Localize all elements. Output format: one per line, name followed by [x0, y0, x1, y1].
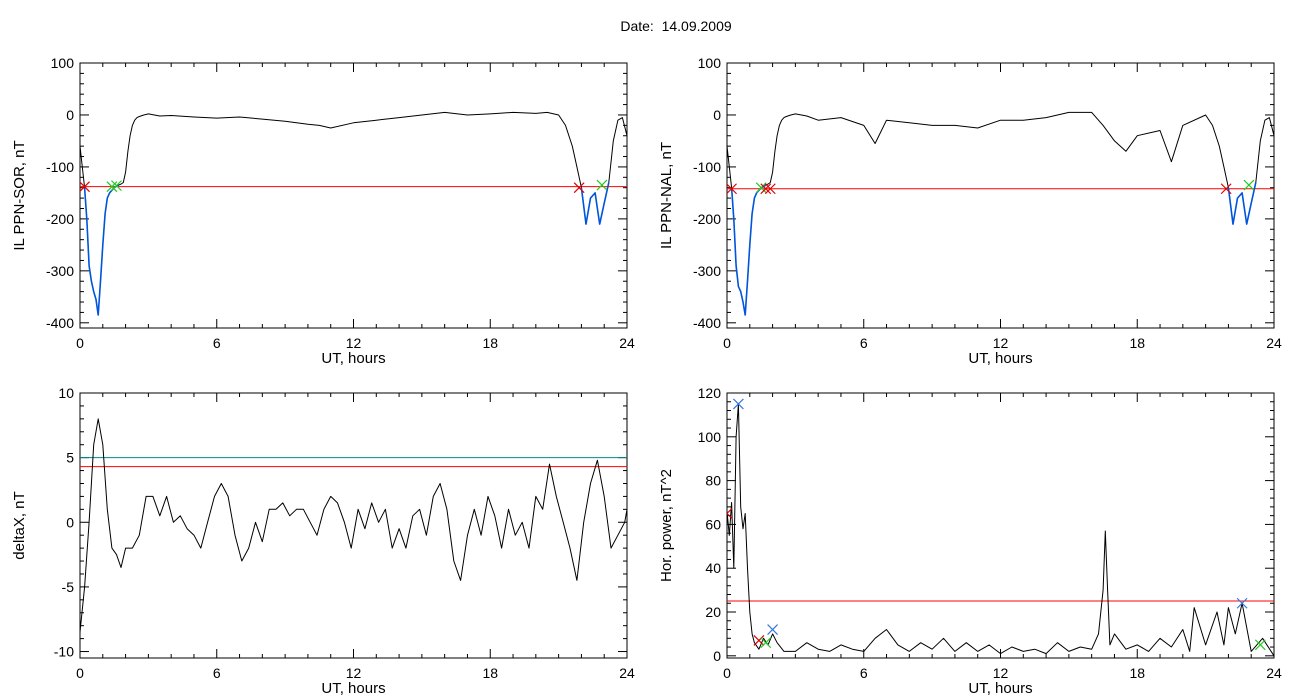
x-tick-label: 6	[213, 665, 221, 681]
marker-peak	[767, 624, 779, 635]
x-tick-label: 12	[993, 335, 1009, 351]
y-tick-label: 40	[705, 560, 721, 576]
x-axis-label: UT, hours	[968, 350, 1032, 367]
x-tick-label: 18	[482, 665, 498, 681]
figure-title: Date: 14.09.2009	[0, 18, 1300, 34]
plot-area	[80, 111, 627, 316]
y-tick-label: -10	[54, 644, 74, 660]
marker-cross_start	[753, 635, 765, 646]
marker-cross_start	[1220, 183, 1232, 195]
plot-frame	[79, 62, 628, 329]
y-tick-label: 80	[705, 473, 721, 489]
series-line-main-1	[80, 111, 627, 316]
y-tick-label: -400	[46, 315, 74, 331]
y-tick-label: 20	[705, 604, 721, 620]
x-axis-label: UT, hours	[968, 680, 1032, 697]
y-tick-label: 100	[51, 55, 75, 71]
y-tick-label: 0	[713, 648, 721, 664]
marker-peak	[1236, 597, 1248, 609]
plot-area	[727, 398, 1274, 657]
x-tick-label: 0	[723, 335, 731, 351]
y-tick-label: -100	[693, 159, 721, 175]
x-tick-label: 18	[1129, 665, 1145, 681]
x-axis-label: UT, hours	[321, 350, 385, 367]
y-tick-label: 100	[698, 55, 722, 71]
marker-cross_end	[111, 180, 122, 192]
y-tick-label: -100	[46, 159, 74, 175]
plot-area	[727, 111, 1274, 316]
x-tick-label: 0	[723, 665, 731, 681]
y-tick-label: 120	[698, 385, 722, 401]
plot-area	[80, 418, 627, 633]
marker-cross_start	[760, 183, 772, 195]
x-tick-label: 12	[346, 665, 362, 681]
y-tick-label: -300	[46, 263, 74, 279]
y-tick-label: 60	[705, 516, 721, 532]
marker-cross_start	[573, 182, 585, 194]
series-line-main-1	[80, 418, 627, 633]
y-tick-label: 5	[66, 450, 74, 466]
y-tick-label: 10	[58, 385, 74, 401]
x-tick-label: 18	[482, 335, 498, 351]
series-line-event-3	[1227, 182, 1257, 225]
plot-frame	[79, 392, 628, 659]
x-tick-label: 0	[76, 665, 84, 681]
series-line-main-1	[727, 111, 1274, 316]
chart-panel-3: 0 6 12 18 24 -10 -5 0 5 10 UT, hours deltaX, nT	[11, 385, 635, 697]
series-line-event-3	[580, 182, 610, 225]
y-tick-label: 100	[698, 429, 722, 445]
y-tick-label: -400	[693, 315, 721, 331]
x-tick-label: 12	[993, 665, 1009, 681]
x-tick-label: 24	[619, 665, 635, 681]
marker-cross_start	[764, 183, 776, 195]
chart-panel-1: 0 6 12 18 24 -400 -300 -200 -100 0 100 UT, hours IL …	[11, 55, 635, 367]
x-tick-label: 6	[213, 335, 221, 351]
x-tick-label: 0	[76, 335, 84, 351]
plot-frame	[726, 392, 1275, 659]
y-axis-label: IL PPN-SOR, nT	[11, 140, 28, 250]
marker-cross_end	[1243, 179, 1255, 191]
x-tick-label: 6	[860, 665, 868, 681]
figure-title-label: Date:	[620, 18, 654, 34]
y-tick-label: 0	[713, 107, 721, 123]
x-tick-label: 24	[619, 335, 635, 351]
x-tick-label: 24	[1266, 335, 1282, 351]
marker-cross_start	[727, 508, 733, 519]
chart-panel-2: 0 6 12 18 24 -400 -300 -200 -100 0 100 UT, hours IL …	[658, 55, 1282, 367]
plot-frame	[726, 62, 1275, 329]
y-tick-label: -200	[693, 211, 721, 227]
marker-cross_end	[1254, 639, 1266, 651]
y-tick-label: 0	[66, 514, 74, 530]
y-tick-label: -5	[62, 579, 75, 595]
marker-peak	[732, 398, 744, 410]
marker-cross_end	[760, 637, 772, 649]
y-tick-label: -300	[693, 263, 721, 279]
marker-cross_end	[755, 182, 767, 194]
chart-panel-4: 0 6 12 18 24 0 20 40 60 80 100 120 UT, hours Hor. pow…	[658, 385, 1282, 697]
x-tick-label: 24	[1266, 665, 1282, 681]
x-axis-label: UT, hours	[321, 680, 385, 697]
marker-cross_start	[727, 183, 737, 195]
y-tick-label: 0	[66, 107, 74, 123]
x-tick-label: 12	[346, 335, 362, 351]
marker-cross_end	[596, 179, 608, 191]
y-axis-label: IL PPN-NAL, nT	[658, 142, 675, 249]
marker-cross_end	[106, 181, 118, 193]
y-axis-label: Hor. power, nT^2	[658, 469, 675, 582]
series-line-main-1	[727, 403, 1274, 657]
marker-cross_start	[80, 181, 90, 193]
series-line-event-2	[730, 184, 767, 316]
y-axis-label: deltaX, nT	[11, 491, 28, 559]
series-line-event-2	[83, 184, 120, 316]
figure-title-date: 14.09.2009	[661, 18, 732, 34]
y-tick-label: -200	[46, 211, 74, 227]
x-tick-label: 18	[1129, 335, 1145, 351]
x-tick-label: 6	[860, 335, 868, 351]
